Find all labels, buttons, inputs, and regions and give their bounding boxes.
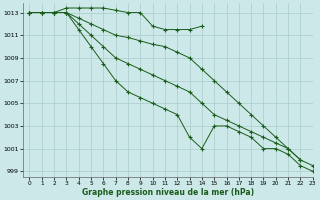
X-axis label: Graphe pression niveau de la mer (hPa): Graphe pression niveau de la mer (hPa) bbox=[82, 188, 254, 197]
